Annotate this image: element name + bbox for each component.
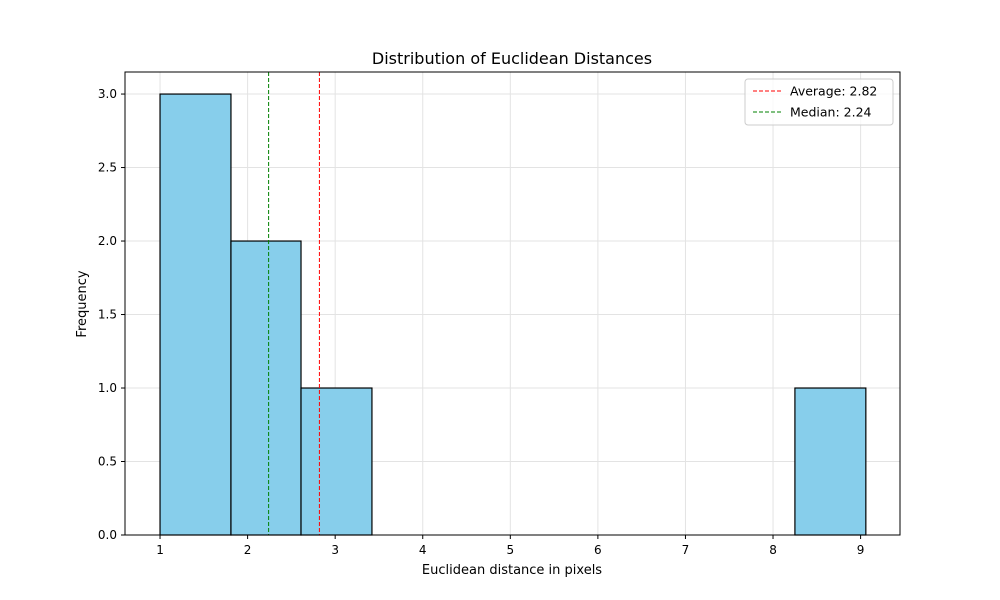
x-tick-label: 5 (506, 543, 514, 557)
x-tick-label: 8 (769, 543, 777, 557)
chart-title: Distribution of Euclidean Distances (372, 49, 652, 68)
plot-area-frame (124, 71, 901, 536)
y-tick-label: 3.0 (98, 87, 117, 101)
legend-label: Median: 2.24 (790, 105, 872, 120)
x-tick-label: 7 (682, 543, 690, 557)
bars-layer (159, 93, 867, 536)
histogram-bar (230, 240, 302, 536)
x-tick-label: 4 (419, 543, 427, 557)
y-tick-label: 1.5 (98, 308, 117, 322)
reference-lines-layer (268, 72, 320, 535)
y-tick-label: 1.0 (98, 381, 117, 395)
x-axis-label: Euclidean distance in pixels (422, 563, 602, 578)
x-tick-label: 6 (594, 543, 602, 557)
legend: Average: 2.82 Median: 2.24 (744, 78, 894, 126)
y-tick-label: 2.5 (98, 161, 117, 175)
y-tick-label: 0.5 (98, 455, 117, 469)
x-tick-label: 9 (857, 543, 865, 557)
x-tick-label: 1 (156, 543, 164, 557)
x-tick-label: 3 (331, 543, 339, 557)
histogram-bar (159, 93, 232, 536)
legend-box (744, 78, 894, 126)
y-axis-label: Frequency (75, 270, 90, 337)
legend-label: Average: 2.82 (790, 84, 877, 99)
histogram-bar (794, 387, 867, 536)
y-tick-label: 2.0 (98, 234, 117, 248)
x-tick-label: 2 (244, 543, 252, 557)
x-axis-ticks: 1 2 3 4 5 6 7 8 9 (156, 535, 864, 557)
y-tick-label: 0.0 (98, 528, 117, 542)
y-axis-ticks: 0.0 0.5 1.0 1.5 2.0 2.5 3.0 (98, 87, 125, 542)
histogram-bar (300, 387, 373, 536)
